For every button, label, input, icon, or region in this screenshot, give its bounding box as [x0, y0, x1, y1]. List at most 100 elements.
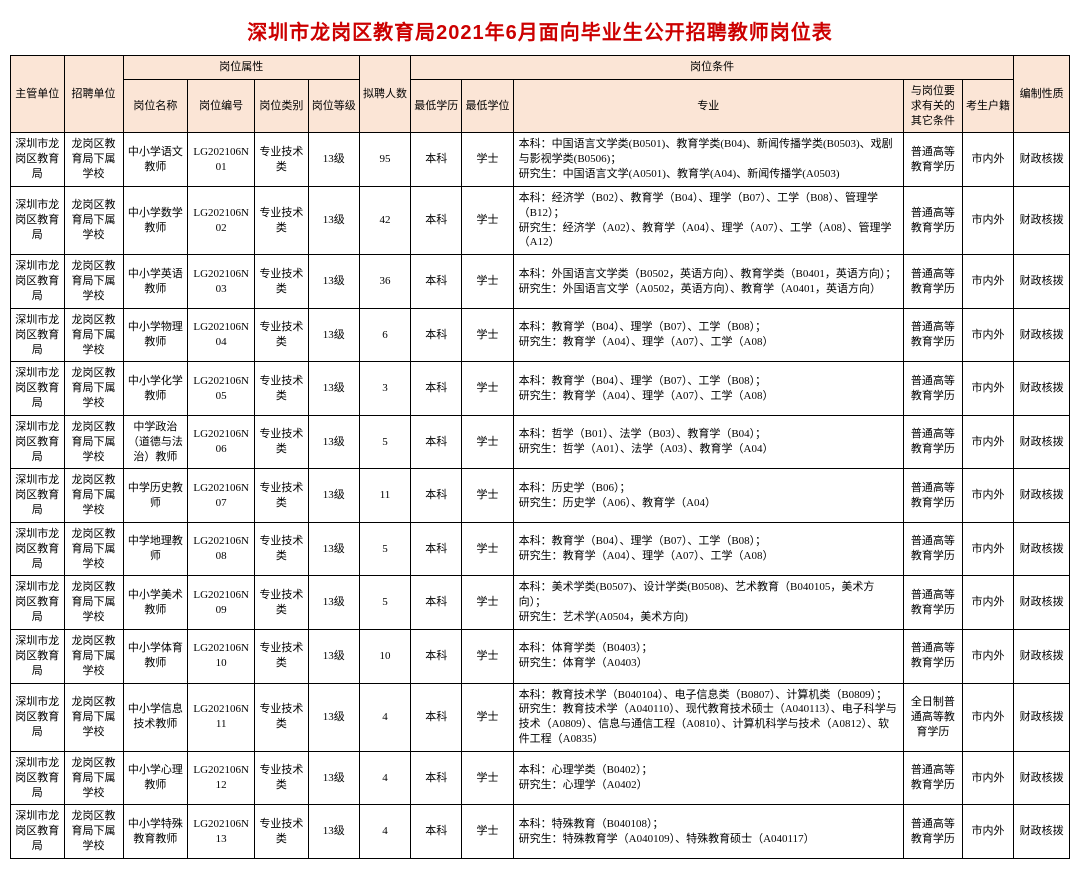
cell-region: 市内外: [962, 683, 1013, 751]
cell-degree: 学士: [462, 362, 513, 416]
cell-poscode: LG202106N06: [188, 415, 255, 469]
cell-postype: 专业技术类: [255, 255, 309, 309]
cell-region: 市内外: [962, 576, 1013, 630]
cell-other: 普通高等教育学历: [903, 255, 962, 309]
cell-edu: 本科: [411, 186, 462, 254]
cell-region: 市内外: [962, 308, 1013, 362]
cell-posgrade: 13级: [308, 186, 359, 254]
table-row: 深圳市龙岗区教育局龙岗区教育局下属学校中学政治（道德与法治）教师LG202106…: [11, 415, 1070, 469]
cell-other: 普通高等教育学历: [903, 186, 962, 254]
cell-other: 普通高等教育学历: [903, 522, 962, 576]
cell-other: 普通高等教育学历: [903, 751, 962, 805]
table-row: 深圳市龙岗区教育局龙岗区教育局下属学校中学地理教师LG202106N08专业技术…: [11, 522, 1070, 576]
cell-dept: 深圳市龙岗区教育局: [11, 522, 65, 576]
cell-postype: 专业技术类: [255, 683, 309, 751]
cell-major: 本科：哲学（B01）、法学（B03）、教育学（B04）；研究生：哲学（A01）、…: [513, 415, 903, 469]
cell-degree: 学士: [462, 751, 513, 805]
cell-region: 市内外: [962, 751, 1013, 805]
cell-fund: 财政核拨: [1014, 805, 1070, 859]
cell-count: 5: [359, 415, 410, 469]
cell-edu: 本科: [411, 255, 462, 309]
cell-other: 普通高等教育学历: [903, 308, 962, 362]
cell-poscode: LG202106N01: [188, 133, 255, 187]
cell-postype: 专业技术类: [255, 630, 309, 684]
cell-region: 市内外: [962, 630, 1013, 684]
cell-unit: 龙岗区教育局下属学校: [64, 308, 123, 362]
cell-posgrade: 13级: [308, 751, 359, 805]
cell-unit: 龙岗区教育局下属学校: [64, 186, 123, 254]
cell-dept: 深圳市龙岗区教育局: [11, 469, 65, 523]
cell-posname: 中小学特殊教育教师: [123, 805, 188, 859]
cell-edu: 本科: [411, 683, 462, 751]
cell-count: 6: [359, 308, 410, 362]
cell-unit: 龙岗区教育局下属学校: [64, 683, 123, 751]
cell-edu: 本科: [411, 469, 462, 523]
col-cond-group: 岗位条件: [411, 56, 1014, 80]
cell-postype: 专业技术类: [255, 751, 309, 805]
positions-table: 主管单位 招聘单位 岗位属性 拟聘人数 岗位条件 编制性质 岗位名称 岗位编号 …: [10, 55, 1070, 859]
cell-other: 普通高等教育学历: [903, 576, 962, 630]
cell-other: 普通高等教育学历: [903, 415, 962, 469]
cell-dept: 深圳市龙岗区教育局: [11, 255, 65, 309]
cell-postype: 专业技术类: [255, 469, 309, 523]
cell-postype: 专业技术类: [255, 308, 309, 362]
table-row: 深圳市龙岗区教育局龙岗区教育局下属学校中小学信息技术教师LG202106N11专…: [11, 683, 1070, 751]
cell-edu: 本科: [411, 522, 462, 576]
cell-fund: 财政核拨: [1014, 362, 1070, 416]
cell-degree: 学士: [462, 255, 513, 309]
cell-posgrade: 13级: [308, 522, 359, 576]
cell-posgrade: 13级: [308, 308, 359, 362]
cell-unit: 龙岗区教育局下属学校: [64, 805, 123, 859]
cell-fund: 财政核拨: [1014, 469, 1070, 523]
cell-degree: 学士: [462, 522, 513, 576]
cell-count: 4: [359, 751, 410, 805]
cell-poscode: LG202106N08: [188, 522, 255, 576]
page-title: 深圳市龙岗区教育局2021年6月面向毕业生公开招聘教师岗位表: [10, 16, 1070, 45]
cell-posname: 中小学心理教师: [123, 751, 188, 805]
cell-unit: 龙岗区教育局下属学校: [64, 751, 123, 805]
cell-major: 本科：经济学（B02）、教育学（B04）、理学（B07）、工学（B08）、管理学…: [513, 186, 903, 254]
cell-major: 本科：心理学类（B0402）；研究生：心理学（A0402）: [513, 751, 903, 805]
cell-major: 本科：教育学（B04）、理学（B07）、工学（B08）；研究生：教育学（A04）…: [513, 522, 903, 576]
cell-region: 市内外: [962, 255, 1013, 309]
cell-major: 本科：历史学（B06）；研究生：历史学（A06）、教育学（A04）: [513, 469, 903, 523]
col-unit: 招聘单位: [64, 56, 123, 133]
cell-posgrade: 13级: [308, 630, 359, 684]
cell-region: 市内外: [962, 522, 1013, 576]
cell-posgrade: 13级: [308, 683, 359, 751]
table-row: 深圳市龙岗区教育局龙岗区教育局下属学校中小学物理教师LG202106N04专业技…: [11, 308, 1070, 362]
col-major: 专业: [513, 79, 903, 133]
cell-degree: 学士: [462, 186, 513, 254]
cell-fund: 财政核拨: [1014, 522, 1070, 576]
cell-degree: 学士: [462, 630, 513, 684]
cell-unit: 龙岗区教育局下属学校: [64, 522, 123, 576]
col-posname: 岗位名称: [123, 79, 188, 133]
cell-posname: 中学地理教师: [123, 522, 188, 576]
table-body: 深圳市龙岗区教育局龙岗区教育局下属学校中小学语文教师LG202106N01专业技…: [11, 133, 1070, 859]
cell-major: 本科：体育学类（B0403）；研究生：体育学（A0403）: [513, 630, 903, 684]
cell-posname: 中小学体育教师: [123, 630, 188, 684]
cell-unit: 龙岗区教育局下属学校: [64, 362, 123, 416]
cell-dept: 深圳市龙岗区教育局: [11, 576, 65, 630]
cell-region: 市内外: [962, 186, 1013, 254]
col-postype: 岗位类别: [255, 79, 309, 133]
cell-postype: 专业技术类: [255, 186, 309, 254]
cell-degree: 学士: [462, 576, 513, 630]
table-row: 深圳市龙岗区教育局龙岗区教育局下属学校中小学化学教师LG202106N05专业技…: [11, 362, 1070, 416]
cell-region: 市内外: [962, 415, 1013, 469]
cell-major: 本科：中国语言文学类(B0501)、教育学类(B04)、新闻传播学类(B0503…: [513, 133, 903, 187]
cell-posname: 中小学信息技术教师: [123, 683, 188, 751]
cell-region: 市内外: [962, 469, 1013, 523]
cell-unit: 龙岗区教育局下属学校: [64, 469, 123, 523]
cell-fund: 财政核拨: [1014, 415, 1070, 469]
cell-dept: 深圳市龙岗区教育局: [11, 630, 65, 684]
table-row: 深圳市龙岗区教育局龙岗区教育局下属学校中小学体育教师LG202106N10专业技…: [11, 630, 1070, 684]
cell-count: 11: [359, 469, 410, 523]
cell-fund: 财政核拨: [1014, 751, 1070, 805]
col-posgrade: 岗位等级: [308, 79, 359, 133]
cell-fund: 财政核拨: [1014, 308, 1070, 362]
cell-poscode: LG202106N13: [188, 805, 255, 859]
cell-dept: 深圳市龙岗区教育局: [11, 805, 65, 859]
cell-other: 普通高等教育学历: [903, 805, 962, 859]
cell-count: 5: [359, 522, 410, 576]
